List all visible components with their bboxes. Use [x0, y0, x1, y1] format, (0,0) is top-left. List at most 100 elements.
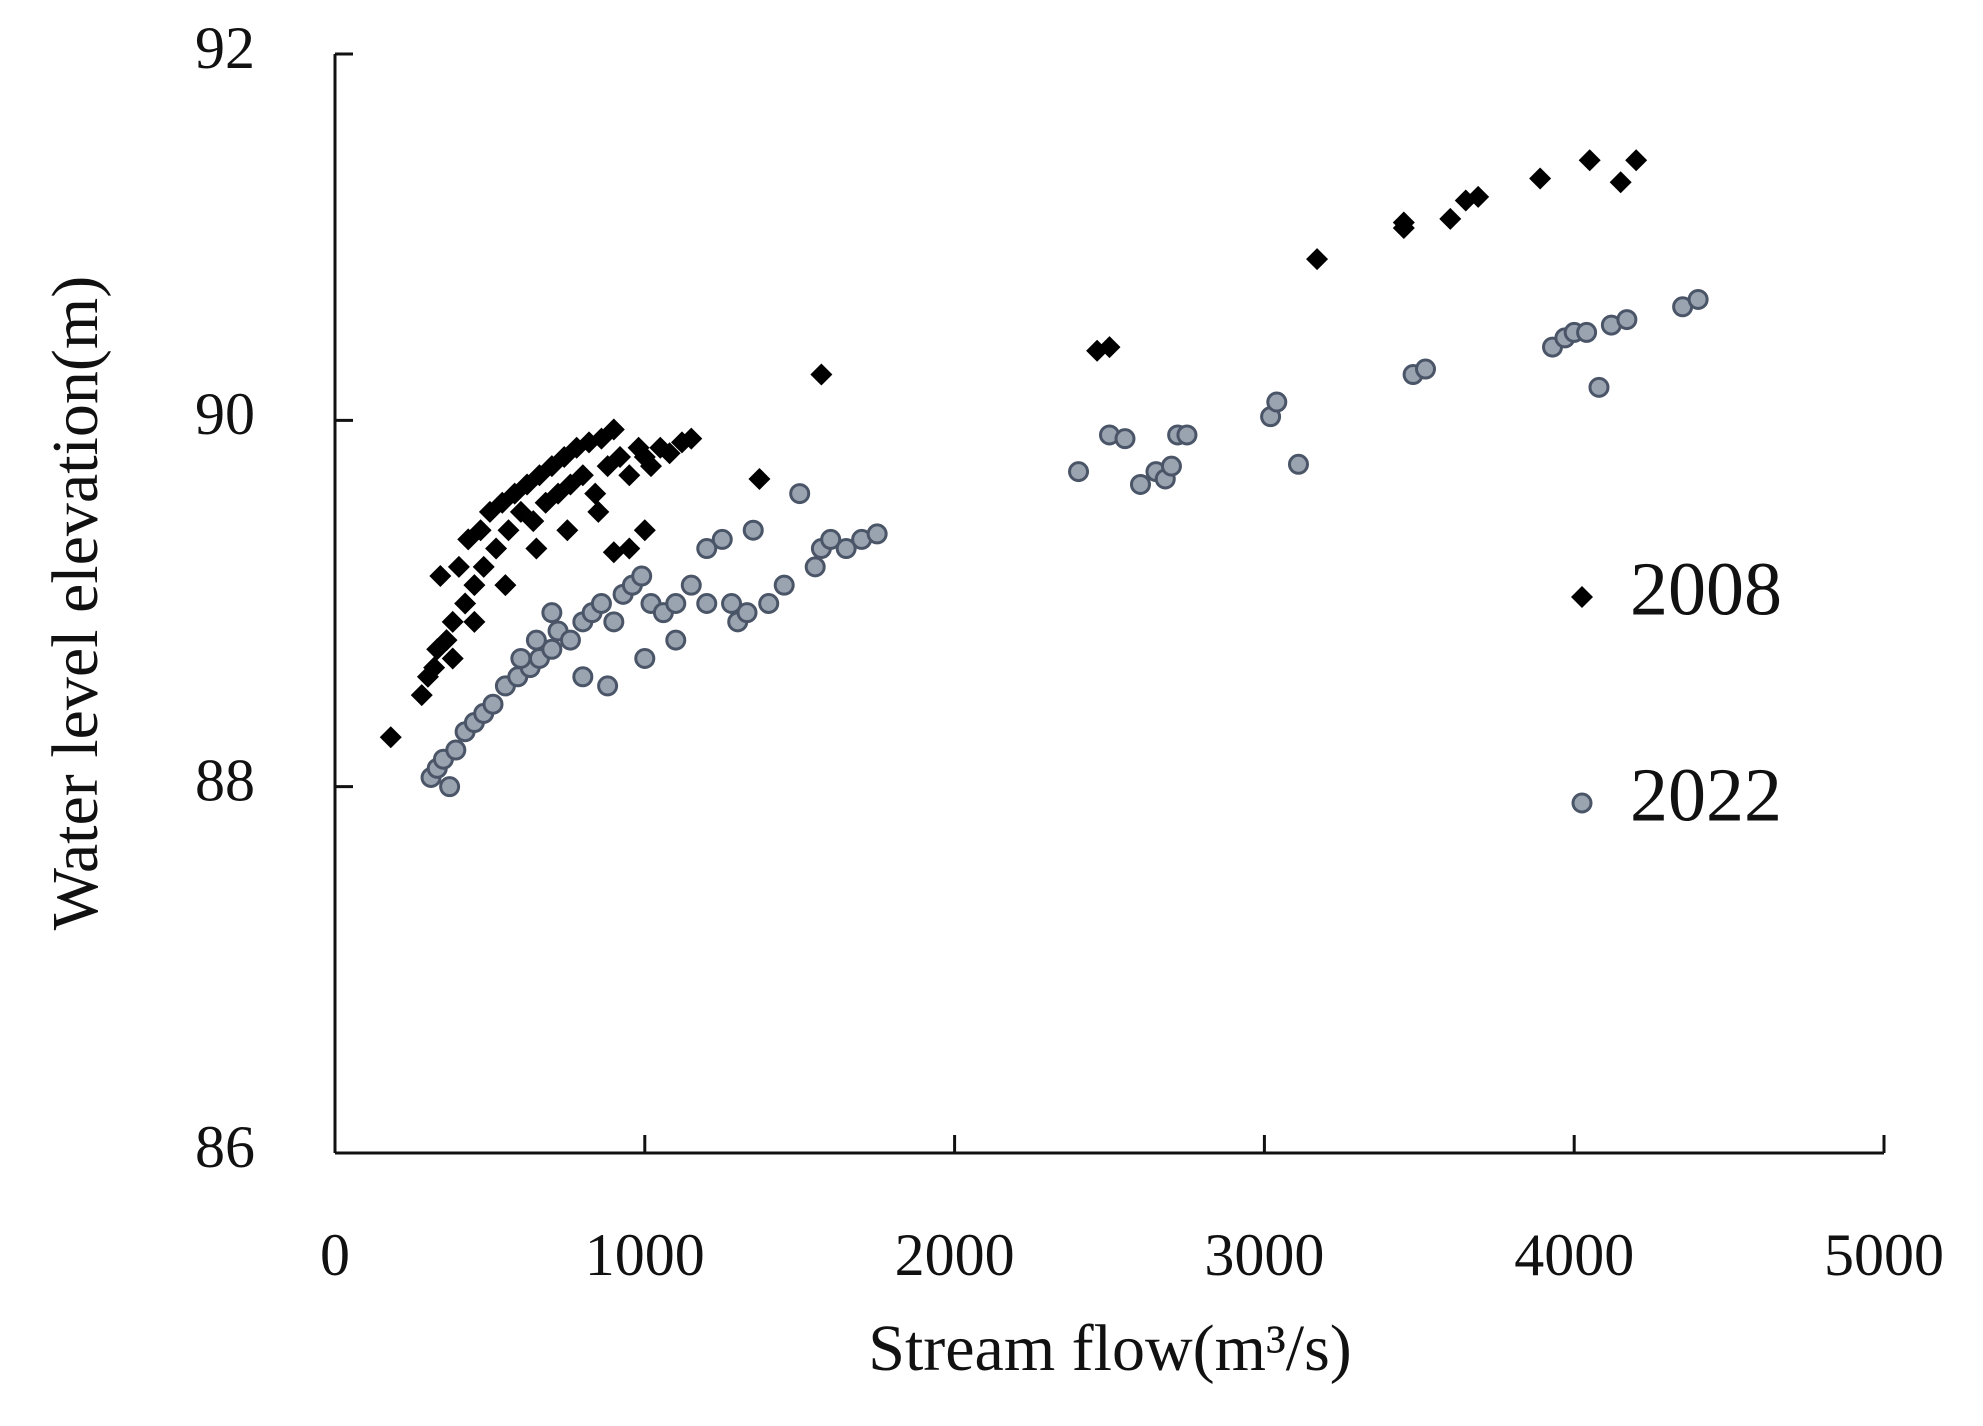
point: [696, 593, 718, 614]
point: [497, 519, 520, 542]
point: [618, 464, 641, 487]
legend-label: 2008: [1630, 547, 1782, 631]
point: [1687, 288, 1709, 310]
y-tick-label: 86: [195, 1114, 255, 1180]
point: [454, 592, 477, 615]
point: [665, 629, 687, 651]
point: [810, 363, 833, 386]
point: [639, 455, 662, 478]
point: [633, 519, 656, 542]
point: [866, 523, 888, 545]
point: [441, 647, 464, 670]
point: [1129, 473, 1151, 495]
point: [1588, 376, 1610, 398]
x-tick-label: 1000: [585, 1222, 705, 1288]
point: [429, 565, 452, 588]
point: [1176, 424, 1198, 446]
point: [439, 776, 461, 798]
point: [609, 445, 632, 468]
point: [603, 611, 625, 633]
point: [1625, 149, 1648, 172]
point: [1467, 185, 1490, 208]
point: [494, 574, 517, 597]
point: [556, 519, 579, 542]
point: [736, 602, 758, 624]
point: [510, 647, 532, 669]
point: [820, 528, 842, 550]
point: [789, 483, 811, 505]
point: [522, 510, 545, 533]
point: [571, 464, 594, 487]
point: [773, 574, 795, 596]
point: [435, 629, 458, 652]
y-tick-label: 92: [195, 15, 255, 81]
point: [835, 538, 857, 560]
point: [597, 675, 619, 697]
x-axis-label: Stream flow(m³/s): [868, 1312, 1352, 1385]
point: [541, 638, 563, 660]
point: [587, 500, 610, 523]
point: [748, 467, 771, 490]
point: [469, 519, 492, 542]
point: [602, 541, 625, 564]
point: [590, 593, 612, 614]
point: [1114, 428, 1136, 450]
point: [1616, 309, 1638, 331]
point: [1578, 149, 1601, 172]
point: [680, 574, 702, 596]
x-tick-label: 0: [320, 1222, 350, 1288]
point: [658, 442, 681, 465]
point: [572, 666, 594, 688]
y-tick-label: 90: [195, 381, 255, 447]
y-axis-label: Water level elevation(m): [39, 276, 112, 930]
point: [379, 726, 402, 749]
x-tick-label: 5000: [1824, 1222, 1944, 1288]
point: [1576, 321, 1598, 343]
point: [634, 647, 656, 669]
x-tick-label: 4000: [1514, 1222, 1634, 1288]
point: [1392, 217, 1415, 240]
point: [602, 418, 625, 441]
point: [804, 556, 826, 578]
point: [721, 593, 743, 614]
x-tick-label: 2000: [895, 1222, 1015, 1288]
point: [509, 500, 532, 523]
point: [482, 693, 504, 715]
legend-marker: [1571, 586, 1593, 608]
point: [463, 574, 486, 597]
point: [758, 593, 780, 614]
legend-label: 2022: [1630, 753, 1782, 837]
point: [1439, 207, 1462, 230]
point: [1160, 455, 1182, 477]
point: [1414, 358, 1436, 380]
point: [485, 537, 508, 560]
y-tick-label: 88: [195, 747, 255, 813]
point: [1266, 391, 1288, 413]
point: [1609, 171, 1632, 194]
point: [631, 565, 653, 587]
point: [696, 538, 718, 560]
point: [447, 555, 470, 578]
point: [1068, 461, 1090, 483]
point: [463, 610, 486, 633]
point: [711, 528, 733, 550]
point: [584, 482, 607, 505]
point: [1529, 167, 1552, 190]
point: [665, 593, 687, 614]
point: [680, 427, 703, 450]
point: [1306, 248, 1329, 271]
point: [742, 519, 764, 541]
point: [1287, 453, 1309, 475]
point: [559, 629, 581, 651]
point: [525, 537, 548, 560]
point: [410, 684, 433, 707]
point: [1098, 336, 1121, 359]
legend-marker: [1571, 792, 1593, 814]
x-tick-label: 3000: [1204, 1222, 1324, 1288]
point: [445, 739, 467, 761]
point: [441, 610, 464, 633]
point: [541, 602, 563, 624]
point: [525, 629, 547, 651]
point: [472, 555, 495, 578]
